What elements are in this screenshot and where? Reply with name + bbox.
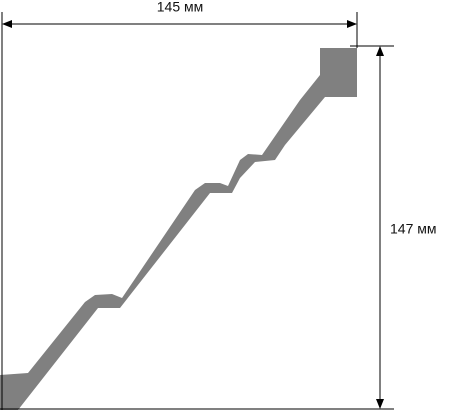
- width-label: 145 мм: [157, 0, 204, 15]
- height-label: 147 мм: [390, 221, 437, 237]
- cornice-profile: [0, 48, 357, 410]
